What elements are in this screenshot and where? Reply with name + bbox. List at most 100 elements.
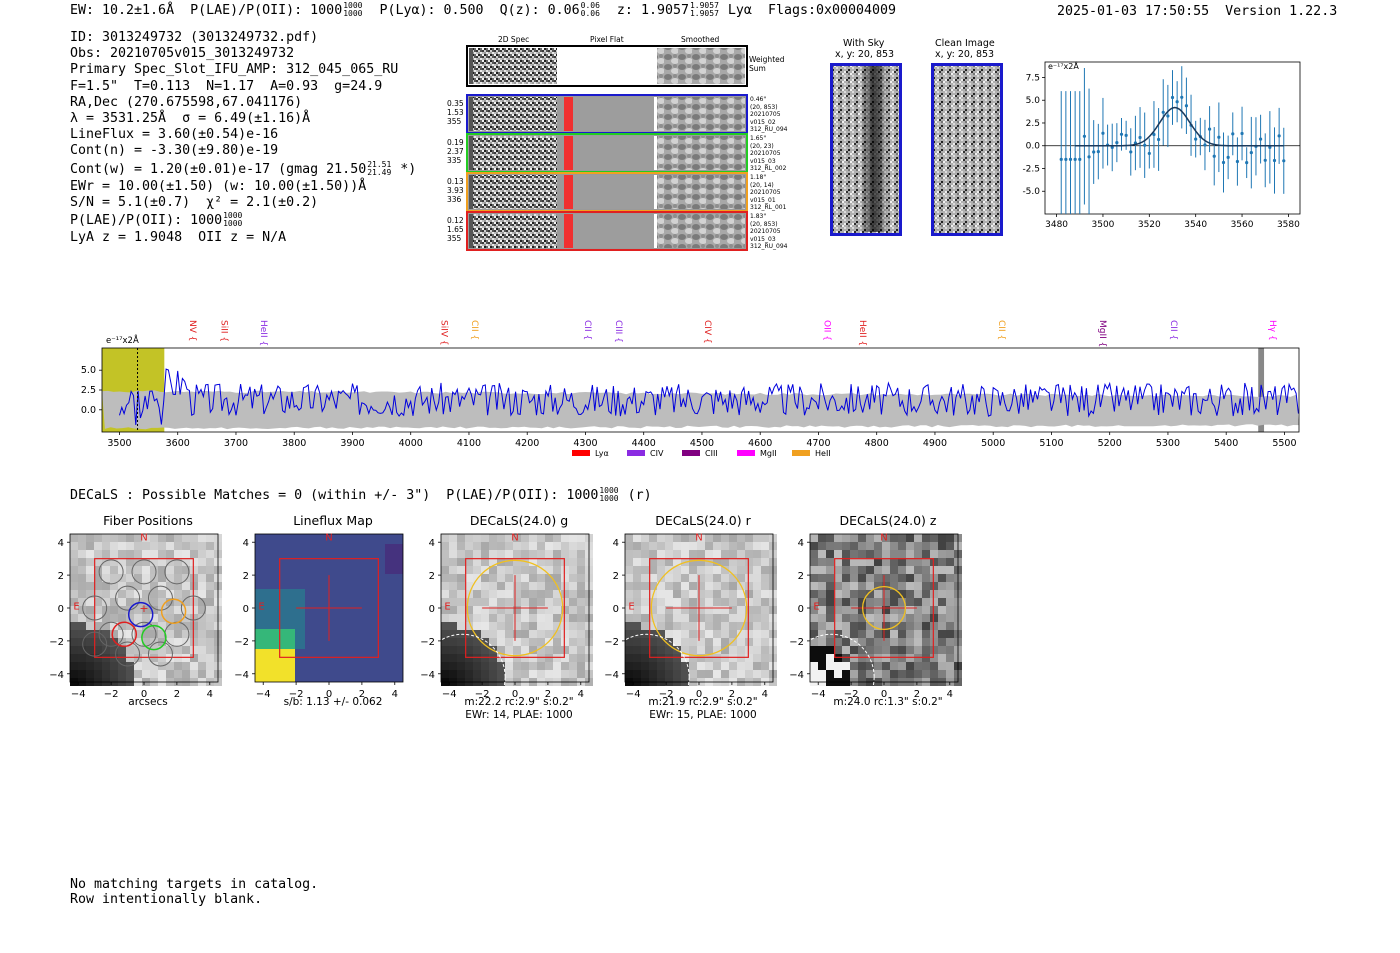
data-point (1249, 151, 1253, 155)
x-tick-label: 2 (545, 689, 551, 700)
data-point (1194, 137, 1198, 141)
data-point (1184, 104, 1189, 108)
decals-summary: DECaLS : Possible Matches = 0 (within +/… (70, 486, 652, 504)
info-lyaz: LyA z = 1.9048 OII z = N/A (70, 230, 287, 246)
header-summary: EW: 10.2±1.6Å P(LAE)/P(OII): 1000 1000 100… (70, 1, 897, 19)
y-tick-label: 2 (58, 571, 64, 582)
y-tick-label: 2 (243, 571, 249, 582)
z-value: z: 1.9057 (616, 3, 689, 18)
x-tick-label: 3900 (340, 438, 364, 449)
decals-panel: DECaLS(24.0) z N E 4 2 0 −2 −4 −4 −2 0 2 4 m:24.0 rc:… (790, 512, 970, 727)
east-label: E (73, 602, 79, 613)
cutout-edge (469, 214, 473, 248)
fiber-circle (98, 559, 124, 585)
fiber-circle (164, 559, 190, 585)
with-sky-title: With Sky (843, 38, 885, 49)
legend-swatch (792, 450, 810, 456)
x-tick-label: 3480 (1045, 220, 1068, 230)
cutout-edge (469, 175, 473, 209)
bad-column-mark (564, 97, 573, 131)
data-point (1082, 134, 1087, 138)
cutout-row-meta: 1.18" (20, 14) 20210705 v015_01 312_RL_001 (750, 174, 787, 212)
cutout-row-meta: 1.65" (20, 23) 20210705 v015_03 312_RL_002 (750, 135, 787, 173)
lineflux-low (385, 544, 403, 574)
with-sky-image (830, 63, 902, 236)
legend-label: CIV (650, 449, 664, 458)
x-tick-label: 4200 (515, 438, 539, 449)
x-tick-label: 5000 (981, 438, 1005, 449)
x-tick-label: −4 (71, 689, 86, 700)
panel-image: N E 4 2 0 −2 −4 −4 −2 0 2 4 (421, 533, 593, 721)
x-tick-label: 3520 (1138, 220, 1161, 230)
legend-label: HeII (815, 449, 831, 458)
x-tick-label: −2 (844, 689, 859, 700)
emission-line-label: SiIV { (439, 320, 449, 346)
emission-line-label: CII { (1168, 320, 1178, 340)
info-primary: Primary Spec_Slot_IFU_AMP: 312_045_065_R… (70, 62, 399, 78)
cutout-2d-spec (473, 136, 557, 170)
decals-panel: DECaLS(24.0) r N E 4 2 0 −2 −4 −4 −2 0 2 4 m:21.9 rc:… (605, 512, 785, 727)
cutout-divider (654, 97, 657, 131)
data-point (1129, 150, 1133, 154)
panel-caption: m:21.9 rc:2.9" s:0.2" EWr: 15, PLAE: 1000 (648, 696, 758, 721)
col-2d-spec: 2D Spec (498, 35, 530, 44)
panel-title: Lineflux Map (293, 513, 373, 528)
east-label: E (813, 602, 819, 613)
y-tick-label: 2 (429, 571, 435, 582)
data-point (1073, 157, 1077, 161)
footer-blank-row: Row intentionally blank. (70, 892, 263, 907)
x-tick-label: 5100 (1039, 438, 1063, 449)
cutout-row (466, 133, 748, 173)
cutout-smoothed (657, 97, 745, 131)
x-tick-label: 2 (174, 689, 180, 700)
x-tick-label: 5500 (1272, 438, 1296, 449)
x-tick-label: −2 (475, 689, 490, 700)
cutout-rows (466, 94, 748, 251)
cutout-row (466, 94, 748, 134)
x-tick-label: −2 (289, 689, 304, 700)
match-aperture (466, 559, 564, 657)
legend-label: Lyα (595, 449, 609, 458)
fiber-circle (82, 631, 108, 657)
x-tick-label: 4500 (690, 438, 714, 449)
cutout-pixel-flat (573, 175, 655, 209)
y-tick-label: −4 (421, 670, 435, 681)
y-tick-label: −2 (50, 637, 64, 648)
line-fit-plot: 7.5 5.0 2.5 0.0 -2.5 -5.0 3480 3500 3520 3540 3560… (1022, 61, 1301, 230)
emission-line-label: NV { (187, 320, 197, 341)
info-ewr: EWr = 10.00(±1.50) (w: 10.00(±1.50))Å (70, 178, 367, 194)
north-label: N (511, 533, 518, 544)
spectrum-line (119, 368, 1299, 425)
info-obs: Obs: 20210705v015_3013249732 (70, 46, 295, 62)
x-tick-label: 0 (512, 689, 518, 700)
y-tick-label: 5.0 (1026, 96, 1041, 106)
x-tick-label: −4 (626, 689, 641, 700)
cutout-smoothed (657, 214, 745, 248)
cutout-row (466, 172, 748, 212)
x-tick-label: 0 (881, 689, 887, 700)
decals-panel: Lineflux Map N E 4 2 0 −2 −4 −4 −2 0 2 4 s/b: 1.13 +/… (235, 512, 415, 727)
y-tick-label: 4 (798, 538, 804, 549)
info-fta: F=1.5" T=0.113 N=1.17 A=0.93 g=24.9 (70, 78, 383, 94)
x-tick-label: 3560 (1231, 220, 1254, 230)
x-tick-label: 4000 (399, 438, 423, 449)
data-point (1092, 150, 1096, 154)
y-tick-label: 2.5 (1026, 119, 1040, 129)
data-point (1282, 159, 1286, 163)
x-tick-label: 4400 (632, 438, 656, 449)
bad-column-mark (564, 214, 573, 248)
x-tick-label: 5200 (1098, 438, 1122, 449)
panel-image: N E 4 2 0 −2 −4 −4 −2 0 2 4 (605, 533, 777, 721)
panel-title: Fiber Positions (103, 513, 193, 528)
x-tick-label: 4900 (923, 438, 947, 449)
emission-line-label: CII { (582, 320, 592, 340)
data-point (1277, 134, 1281, 138)
data-point (1235, 159, 1240, 164)
emission-line-label: CII { (996, 320, 1006, 340)
x-tick-label: −4 (256, 689, 271, 700)
y-tick-label: −4 (235, 670, 249, 681)
cutout-2d-spec (473, 214, 557, 248)
east-label: E (444, 602, 450, 613)
x-tick-label: 2 (359, 689, 365, 700)
y-tick-label: −4 (790, 670, 804, 681)
